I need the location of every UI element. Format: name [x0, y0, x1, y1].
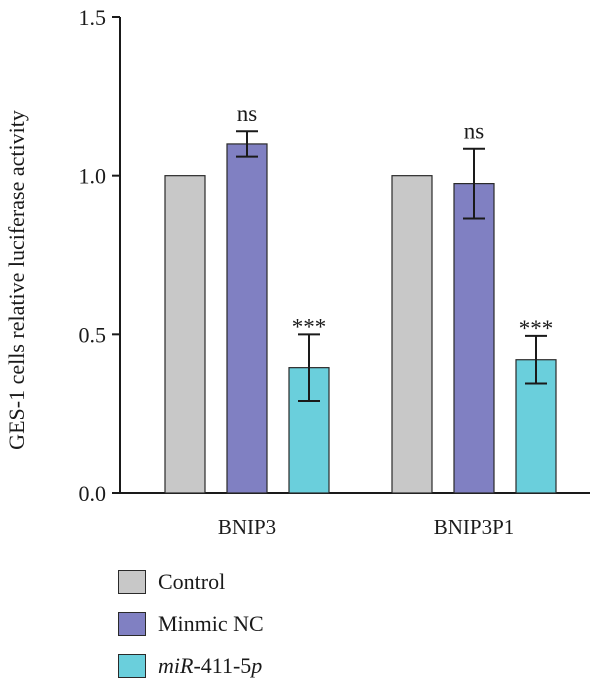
y-tick-label: 1.5 [79, 5, 107, 30]
y-axis-title: GES-1 cells relative luciferase activity [4, 110, 29, 450]
legend-swatch-minmic-nc [118, 612, 146, 636]
legend-label-minmic-nc: Minmic NC [158, 611, 264, 636]
significance-label: *** [292, 314, 327, 339]
legend-swatch-control [118, 570, 146, 594]
bar [391, 175, 433, 494]
legend-item-control: Control [118, 561, 264, 603]
significance-label: ns [464, 119, 485, 144]
legend-item-mir-411-5p: miR-411-5p [118, 645, 264, 687]
y-tick-label: 0.0 [79, 481, 107, 506]
significance-label: ns [237, 101, 258, 126]
significance-label: *** [519, 316, 554, 341]
bar [453, 183, 495, 494]
bar [164, 175, 206, 494]
bar [226, 143, 268, 494]
axes: 0.0 0.5 1.0 1.5 BNIP3 BNIP3P1 [79, 5, 590, 539]
x-category-label: BNIP3 [218, 515, 276, 539]
legend-label-control: Control [158, 569, 226, 594]
legend-swatch-mir-411-5p [118, 654, 146, 678]
bar-chart: 0.0 0.5 1.0 1.5 BNIP3 BNIP3P1 ns *** ns *** GES-… [4, 5, 590, 539]
legend-label-mir-411-5p: miR-411-5p [158, 653, 263, 678]
legend: Control Minmic NC miR-411-5p [118, 561, 264, 687]
y-tick-label: 0.5 [79, 322, 107, 347]
y-tick-label: 1.0 [79, 164, 107, 189]
x-category-label: BNIP3P1 [434, 515, 515, 539]
legend-item-minmic-nc: Minmic NC [118, 603, 264, 645]
bars: ns *** ns *** [164, 101, 557, 494]
